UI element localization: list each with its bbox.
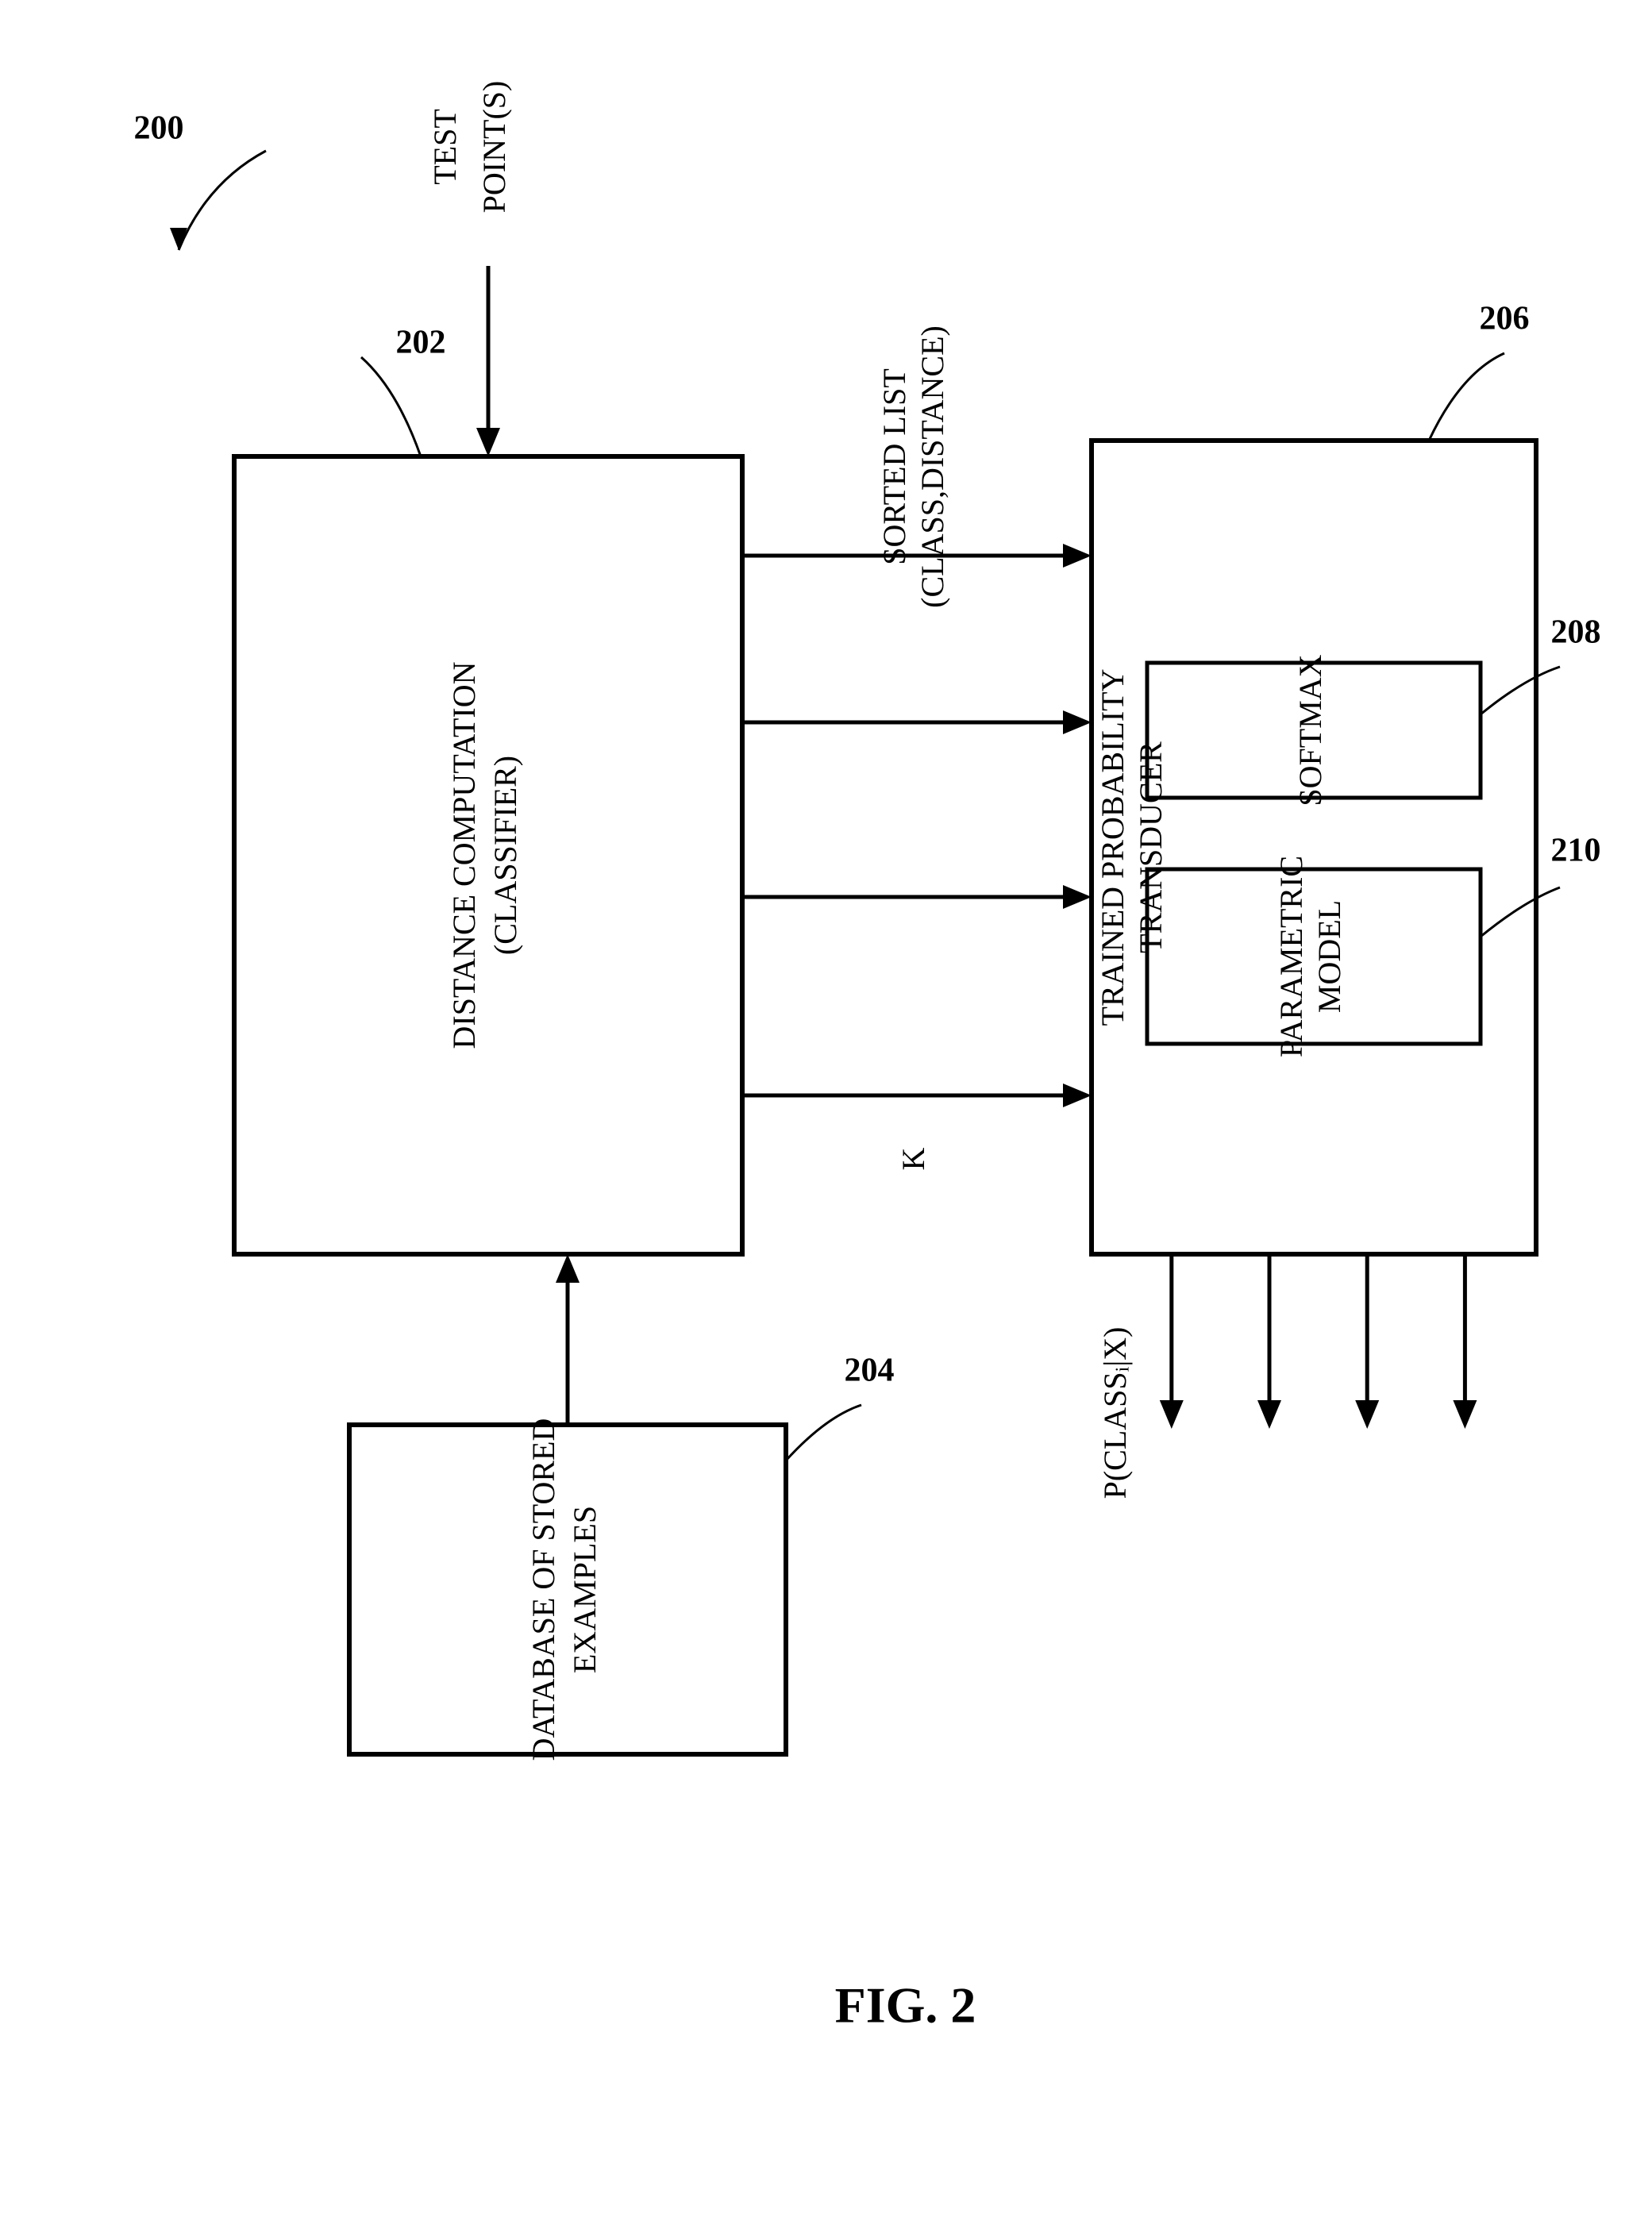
arrow-output-0 (1160, 1254, 1184, 1429)
arrow-mid-2 (742, 885, 1092, 909)
leader-202-label: 202 (396, 325, 446, 361)
leader-200 (179, 151, 266, 250)
figure-caption: FIG. 2 (835, 1977, 976, 2034)
leader-210-label: 210 (1551, 833, 1601, 869)
svg-text:(CLASSIFIER): (CLASSIFIER) (487, 756, 523, 955)
leader-204 (786, 1405, 861, 1461)
leader-206 (1429, 353, 1504, 441)
svg-text:(CLASS,DISTANCE): (CLASS,DISTANCE) (915, 325, 950, 608)
svg-text:PARAMETRIC: PARAMETRIC (1273, 856, 1309, 1057)
leader-202 (361, 357, 421, 456)
svg-text:POINT(S): POINT(S) (476, 81, 512, 214)
svg-text:P(CLASSᵢ|X): P(CLASSᵢ|X) (1097, 1327, 1133, 1499)
leader-204-label: 204 (845, 1353, 895, 1389)
arrow-output-1 (1257, 1254, 1281, 1429)
arrow-output-3 (1453, 1254, 1477, 1429)
leader-208-label: 208 (1551, 614, 1601, 651)
leader-200-label: 200 (134, 110, 184, 147)
leader-206-label: 206 (1480, 301, 1530, 337)
arrow-output-2 (1355, 1254, 1379, 1429)
mid-label-top: SORTED LIST(CLASS,DISTANCE) (876, 325, 950, 608)
svg-text:TRAINED PROBABILITY: TRAINED PROBABILITY (1095, 669, 1130, 1026)
svg-text:SORTED LIST: SORTED LIST (876, 368, 912, 565)
arrow-input (476, 266, 500, 456)
svg-text:TEST: TEST (427, 109, 463, 185)
svg-text:DISTANCE COMPUTATION: DISTANCE COMPUTATION (446, 661, 482, 1049)
svg-text:TRANSDUCER: TRANSDUCER (1133, 741, 1169, 953)
mid-label-bottom: K (895, 1147, 931, 1170)
svg-text:DATABASE OF STORED: DATABASE OF STORED (526, 1418, 561, 1761)
input-label: TEST (427, 109, 463, 185)
input-label-2: POINT(S) (476, 81, 512, 214)
svg-text:MODEL: MODEL (1311, 900, 1347, 1013)
svg-text:SOFTMAX: SOFTMAX (1292, 654, 1328, 806)
output-label: P(CLASSᵢ|X) (1097, 1327, 1133, 1499)
softmax-label: SOFTMAX (1292, 654, 1328, 806)
svg-text:K: K (895, 1147, 931, 1170)
svg-text:EXAMPLES: EXAMPLES (567, 1506, 603, 1673)
arrow-mid-3 (742, 1083, 1092, 1107)
arrow-db (556, 1254, 580, 1425)
arrow-mid-1 (742, 710, 1092, 734)
